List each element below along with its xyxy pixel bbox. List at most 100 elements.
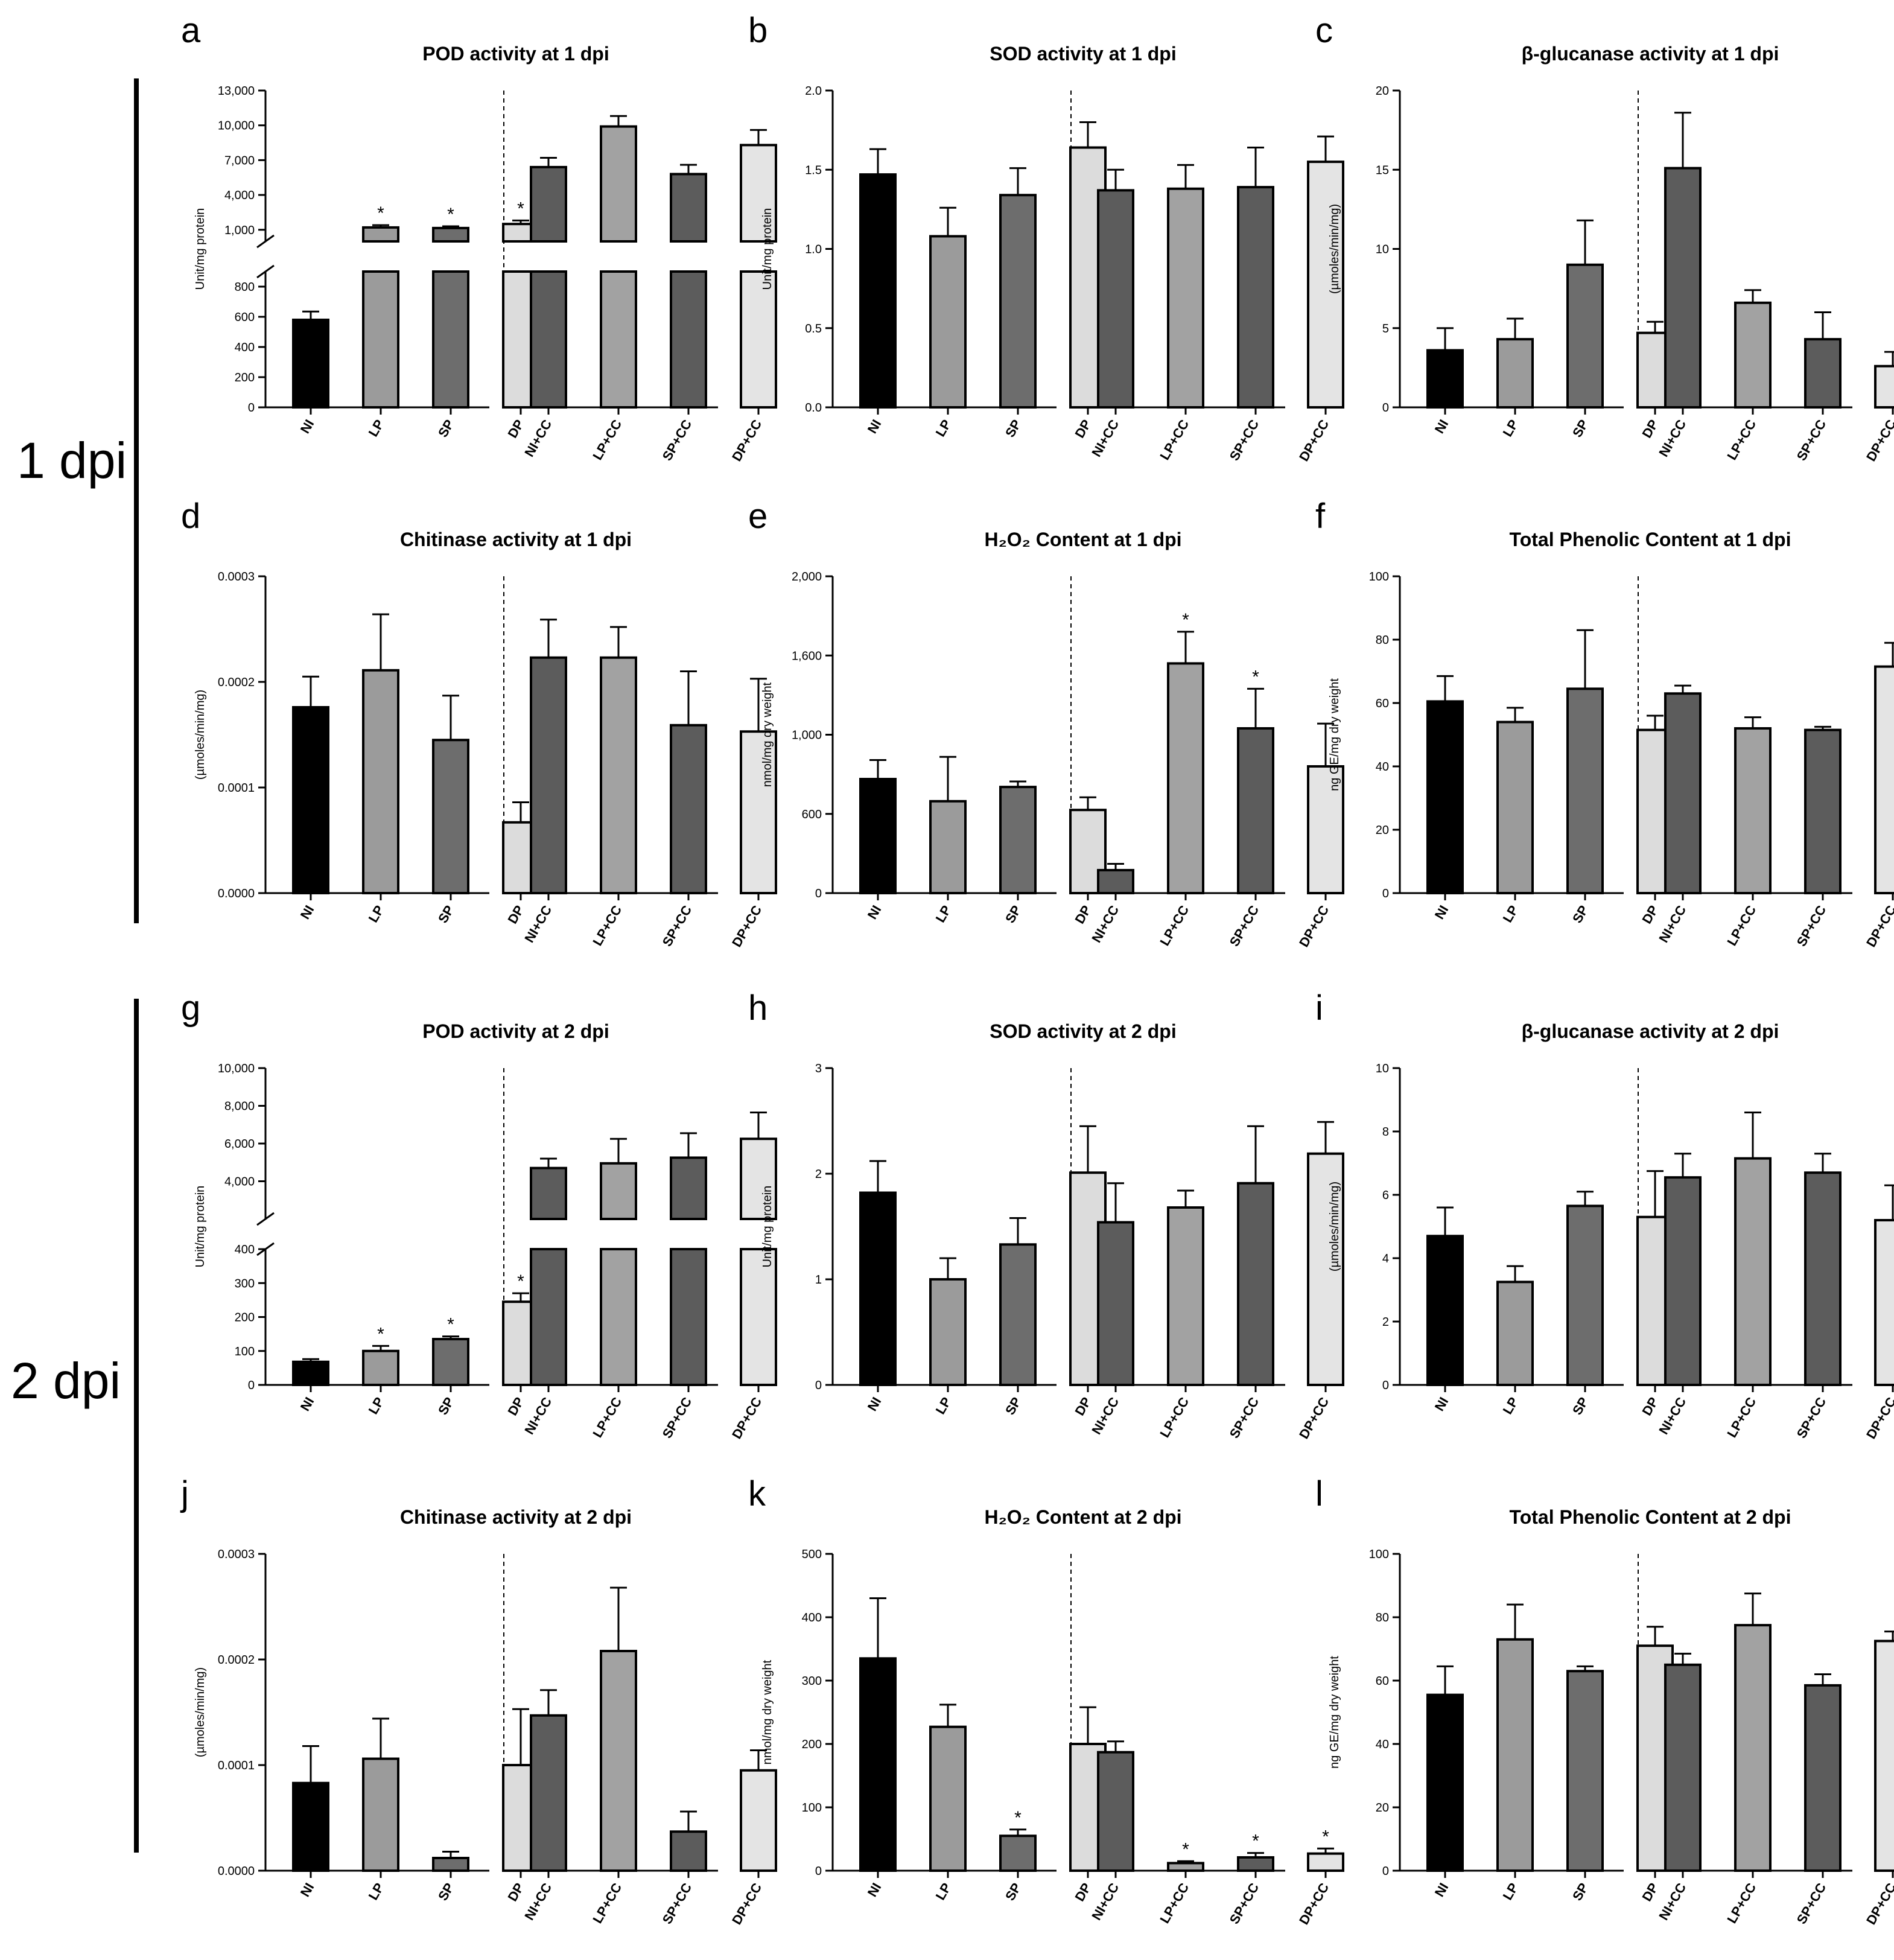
bar-NI: [292, 319, 329, 409]
axis-break-gap: [667, 1221, 710, 1247]
bar-SP+CC-upper: [670, 173, 707, 243]
axis-break-gap: [527, 1221, 570, 1247]
y-tick-label: 400: [235, 341, 255, 354]
y-tick-label: 0: [248, 1379, 255, 1392]
x-tick-label: LP+CC: [589, 903, 624, 949]
significance-star: *: [377, 1324, 384, 1344]
y-tick-label: 0: [1382, 401, 1389, 415]
bar-NI: [859, 173, 897, 409]
y-tick-label: 100: [1369, 1548, 1389, 1561]
bar-LP: [1496, 1638, 1534, 1872]
y-tick-label: 400: [802, 1611, 822, 1624]
x-tick-label: DP: [1072, 903, 1094, 926]
x-tick-label: LP: [366, 417, 387, 439]
x-tick-label: NI+CC: [1088, 1395, 1122, 1437]
x-tick-label: NI: [1432, 903, 1452, 922]
y-tick-label: 0: [1382, 1379, 1389, 1392]
y-tick-label: 20: [1376, 1801, 1389, 1815]
axis-break-gap: [430, 244, 472, 269]
significance-star: *: [1252, 667, 1259, 687]
chart-svg: j Chitinase activity at 2 dpi (µmoles/min/…: [180, 1474, 777, 1927]
bar-LP: [929, 800, 967, 894]
significance-star: *: [1014, 1808, 1022, 1828]
bar-SP+CC: [1804, 1684, 1842, 1872]
y-axis-label: (µmoles/min/mg): [1328, 204, 1341, 294]
y-tick-label: 0: [1382, 1865, 1389, 1878]
significance-star: *: [447, 205, 454, 224]
y-tick-label: 10: [1376, 1062, 1389, 1075]
bar-SP+CC: [1237, 1182, 1274, 1386]
y-tick-label: 0.0001: [218, 781, 255, 795]
y-axis-label: (µmoles/min/mg): [194, 1667, 207, 1757]
x-tick-label: LP+CC: [1724, 417, 1759, 463]
x-tick-label: NI: [297, 1880, 317, 1900]
y-tick-label: 20: [1376, 824, 1389, 837]
x-tick-label: NI: [297, 1395, 317, 1414]
y-tick-label: 0.0002: [218, 1653, 255, 1667]
x-tick-label: SP+CC: [1227, 1880, 1262, 1927]
bar-NI+CC: [1664, 167, 1702, 409]
significance-star: *: [517, 1271, 524, 1291]
y-axis-label: Unit/mg protein: [194, 1186, 207, 1268]
x-tick-label: DP: [1639, 417, 1661, 441]
bar-LP+CC-lower: [600, 1248, 637, 1386]
y-tick-label: 500: [802, 1548, 822, 1561]
x-tick-label: DP: [1072, 1880, 1094, 1904]
bar-NI+CC-lower: [530, 270, 567, 409]
y-tick-label: 1.0: [805, 243, 822, 256]
y-tick-label: 600: [802, 808, 822, 821]
bar-NI+CC: [1097, 868, 1134, 894]
x-tick-label: SP: [1569, 417, 1591, 440]
x-tick-label: NI: [865, 417, 885, 436]
y-tick-label: 300: [235, 1277, 255, 1290]
y-tick-label: 8: [1382, 1125, 1389, 1139]
chart-title: β-glucanase activity at 2 dpi: [1522, 1020, 1779, 1042]
axis-break-mark: [256, 1212, 275, 1226]
chart-panel-k: k H₂O₂ Content at 2 dpi nmol/mg dry weight…: [742, 1469, 1346, 1952]
bar-DP+CC: [1874, 1219, 1894, 1386]
y-axis-label: Unit/mg protein: [194, 208, 207, 290]
bar-NI+CC: [1097, 189, 1134, 409]
bar-DP+CC: [1874, 364, 1894, 409]
x-tick-label: SP: [435, 417, 457, 440]
y-tick-label: 1,000: [224, 224, 255, 237]
bar-LP-lower: [362, 270, 399, 409]
x-tick-label: NI: [865, 1880, 885, 1900]
x-tick-label: LP+CC: [589, 1395, 624, 1440]
chart-svg: d Chitinase activity at 1 dpi (µmoles/min/…: [181, 497, 777, 950]
bar-SP: [1566, 687, 1604, 894]
chart-panel-l: l Total Phenolic Content at 2 dpi ng GE/mg…: [1309, 1469, 1894, 1952]
chart-svg: f Total Phenolic Content at 1 dpi ng GE/mg…: [1315, 497, 1894, 950]
bar-SP+CC: [1237, 1856, 1274, 1872]
x-tick-label: SP: [435, 1880, 457, 1903]
x-tick-label: SP: [1002, 1880, 1024, 1903]
bar-DP+CC: [1874, 665, 1894, 894]
bar-NI: [292, 1781, 329, 1872]
x-tick-label: LP: [933, 1880, 955, 1903]
x-tick-label: DP: [1639, 903, 1661, 926]
bar-NI: [859, 1191, 897, 1386]
bar-NI+CC-lower: [530, 1248, 567, 1386]
bar-LP: [929, 1278, 967, 1386]
chart-title: Total Phenolic Content at 1 dpi: [1510, 529, 1791, 550]
bar-SP: [1566, 263, 1604, 409]
y-tick-label: 2,000: [792, 570, 822, 584]
x-tick-label: LP+CC: [1157, 903, 1192, 949]
y-tick-label: 40: [1376, 1738, 1389, 1751]
axis-break-gap: [360, 244, 402, 269]
y-tick-label: 0.0000: [218, 887, 255, 900]
y-axis-label: Unit/mg protein: [761, 208, 774, 290]
x-tick-label: NI+CC: [1088, 417, 1122, 459]
x-tick-label: DP: [1639, 1880, 1661, 1904]
y-tick-label: 60: [1376, 697, 1389, 710]
chart-svg: h SOD activity at 2 dpi Unit/mg protein 0 1 2…: [748, 988, 1344, 1442]
x-tick-label: LP+CC: [1724, 1395, 1759, 1440]
y-tick-label: 300: [802, 1675, 822, 1688]
y-tick-label: 0.0003: [218, 1548, 255, 1561]
y-tick-label: 200: [235, 371, 255, 384]
bar-DP+CC-lower: [740, 1248, 777, 1386]
y-tick-label: 2: [1382, 1316, 1389, 1329]
x-tick-label: LP: [933, 903, 955, 925]
y-tick-label: 4: [1382, 1252, 1389, 1265]
